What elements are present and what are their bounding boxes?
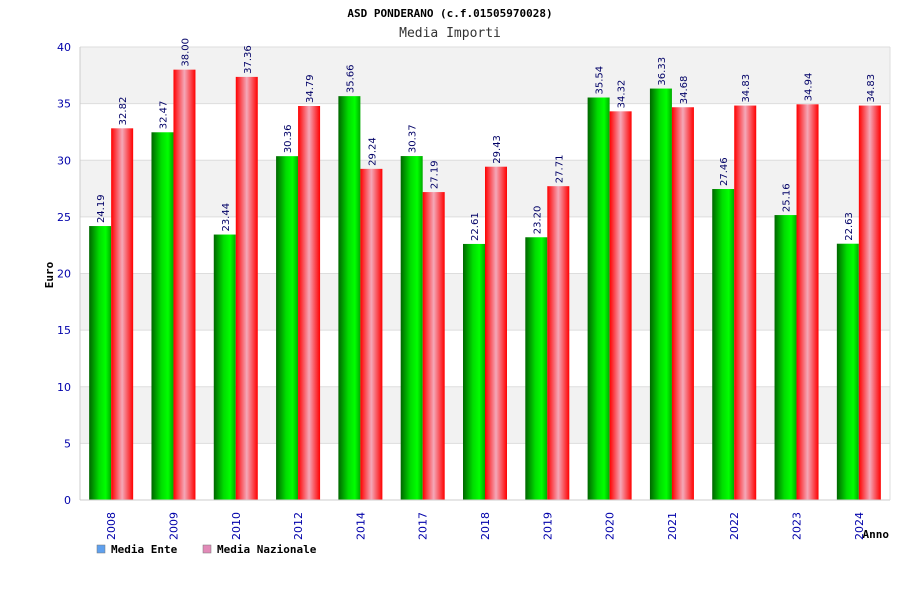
x-tick-labels: 2008 2009 2010 2012 2014 2017 2018 2019 2020 2021… [105,512,866,540]
x-tick-label: 2023 [791,512,804,540]
data-label: 24.19 [96,194,107,223]
bar-media-ente [774,215,797,501]
bar-media-ente [400,156,423,500]
data-label: 34.94 [804,73,815,102]
x-tick-label: 2022 [728,512,741,540]
bar-media-ente [213,234,236,501]
x-axis-label: Anno [863,528,890,541]
bar-media-nazionale [858,105,881,501]
data-label: 27.71 [554,155,565,184]
data-label: 34.32 [617,80,628,109]
x-tick-label: 2021 [666,512,679,540]
bar-media-ente [587,97,610,501]
y-tick-labels: 0 5 10 15 20 25 30 35 40 [57,41,71,507]
data-label: 23.20 [532,206,543,235]
plot-band [80,47,890,104]
bar-media-nazionale [609,111,632,501]
y-tick-label: 25 [57,211,71,224]
bar-media-nazionale [235,76,258,500]
bars [89,69,881,501]
bar-media-nazionale [671,107,694,501]
data-label: 37.36 [243,45,254,74]
y-tick-label: 30 [57,154,71,167]
bar-media-nazionale [173,69,196,501]
x-tick-label: 2019 [541,512,554,540]
bar-media-nazionale [547,186,570,500]
x-tick-label: 2020 [604,512,617,540]
bar-media-ente [151,132,174,500]
legend-label: Media Ente [111,543,178,556]
y-axis-label: Euro [43,261,56,288]
data-label: 32.47 [158,101,169,130]
y-tick-label: 35 [57,98,71,111]
data-label: 25.16 [782,183,793,212]
bar-media-ente [525,237,548,500]
x-tick-label: 2018 [479,512,492,540]
legend-label: Media Nazionale [217,543,317,556]
value-labels: 24.19 32.82 32.47 38.00 23.44 37.36 30.36 34.79… [96,38,877,241]
data-label: 22.61 [470,212,481,241]
data-label: 27.19 [430,160,441,189]
data-label: 34.79 [305,74,316,103]
bar-media-ente [338,96,361,500]
data-label: 22.63 [844,212,855,241]
bar-media-nazionale [485,166,507,500]
chart-subtitle: Media Importi [399,26,501,41]
y-tick-label: 20 [57,268,71,281]
data-label: 38.00 [180,38,191,67]
legend-swatch [96,544,106,554]
bar-media-nazionale [298,106,321,501]
y-tick-label: 0 [64,494,71,507]
bar-media-nazionale [796,104,819,500]
data-label: 35.54 [595,66,606,95]
data-label: 29.24 [367,137,378,166]
axes [79,47,891,501]
bar-media-ente [836,243,859,500]
data-label: 34.83 [866,74,877,103]
bar-media-ente [276,156,299,500]
legend: Media Ente Media Nazionale [96,543,317,556]
data-label: 27.46 [719,157,730,186]
data-label: 36.33 [657,57,668,86]
legend-swatch [202,544,212,554]
data-label: 29.43 [492,135,503,164]
x-tick-label: 2008 [105,512,118,540]
data-label: 23.44 [221,203,232,232]
x-tick-label: 2009 [167,512,180,540]
y-tick-label: 5 [64,437,71,450]
bar-media-nazionale [111,128,134,500]
x-tick-label: 2024 [853,512,866,540]
y-tick-label: 15 [57,324,71,337]
bar-media-nazionale [734,105,757,501]
bar-media-ente [649,88,672,501]
data-label: 35.66 [345,65,356,94]
bar-media-nazionale [360,168,383,500]
x-tick-label: 2012 [292,512,305,540]
y-tick-label: 40 [57,41,71,54]
plot-band [80,103,890,161]
chart-title: ASD PONDERANO (c.f.01505970028) [347,7,552,20]
data-label: 30.37 [408,124,419,153]
bar-media-ente [463,243,485,500]
bar-media-ente [712,189,735,500]
data-label: 34.68 [679,76,690,105]
data-label: 34.83 [741,74,752,103]
x-tick-label: 2014 [354,512,367,540]
x-tick-label: 2017 [417,512,430,540]
data-label: 32.82 [118,97,129,126]
y-tick-label: 10 [57,381,71,394]
bar-media-nazionale [422,192,445,501]
x-tick-label: 2010 [230,512,243,540]
bar-media-ente [89,226,112,500]
data-label: 30.36 [283,125,294,154]
